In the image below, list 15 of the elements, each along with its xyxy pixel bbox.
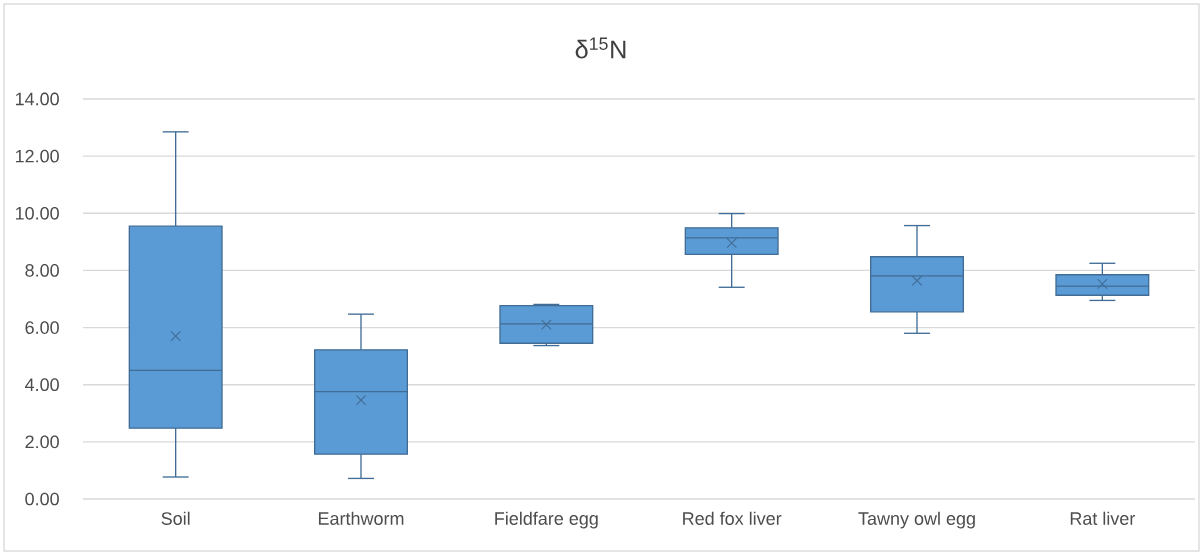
x-tick-label: Fieldfare egg xyxy=(495,511,598,529)
x-tick-label: Earthworm xyxy=(318,511,404,525)
y-tick-label: 4.00 xyxy=(25,378,59,392)
y-tick-label: 12.00 xyxy=(15,149,59,163)
x-tick-label: Soil xyxy=(161,511,190,525)
x-tick-label: Tawny owl egg xyxy=(858,511,975,529)
chart-title: δ$^{15}$N xyxy=(575,37,626,59)
y-tick-label: 14.00 xyxy=(15,92,59,106)
y-tick-label: 6.00 xyxy=(25,321,59,334)
y-tick-label: 10.00 xyxy=(15,206,59,220)
y-tick-label: 2.00 xyxy=(25,435,59,449)
x-tick-label: Rat liver xyxy=(1070,511,1136,525)
x-tick-label: Red fox liver xyxy=(683,511,782,525)
y-tick-label: 8.00 xyxy=(25,264,59,277)
y-tick-label: 0.00 xyxy=(25,492,59,506)
